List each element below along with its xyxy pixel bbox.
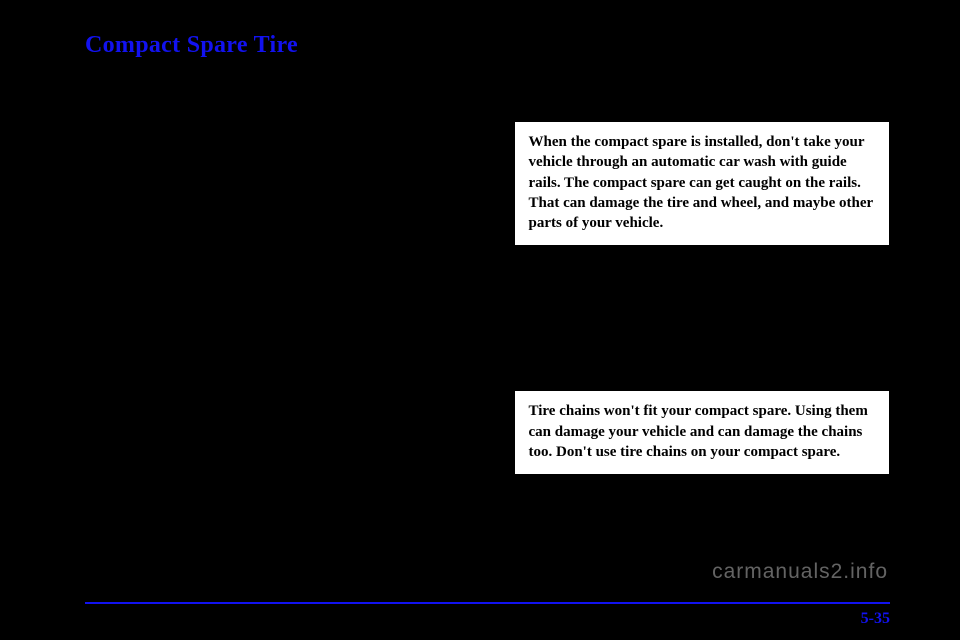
two-column-layout: NOTICE: When the compact spare is instal… (85, 97, 890, 475)
manual-page: Compact Spare Tire NOTICE: When the comp… (0, 0, 960, 640)
section-title: Compact Spare Tire (85, 32, 890, 59)
notice-label-1: NOTICE: (514, 97, 891, 117)
watermark-text: carmanuals2.info (712, 560, 888, 584)
right-column: NOTICE: When the compact spare is instal… (514, 97, 891, 475)
notice-box-1: When the compact spare is installed, don… (514, 121, 891, 246)
footer-rule (85, 602, 890, 604)
notice-label-2: NOTICE: (514, 366, 891, 386)
notice-box-2: Tire chains won't fit your compact spare… (514, 390, 891, 475)
spacer (514, 246, 891, 306)
spacer (514, 306, 891, 366)
page-number: 5-35 (861, 610, 890, 628)
